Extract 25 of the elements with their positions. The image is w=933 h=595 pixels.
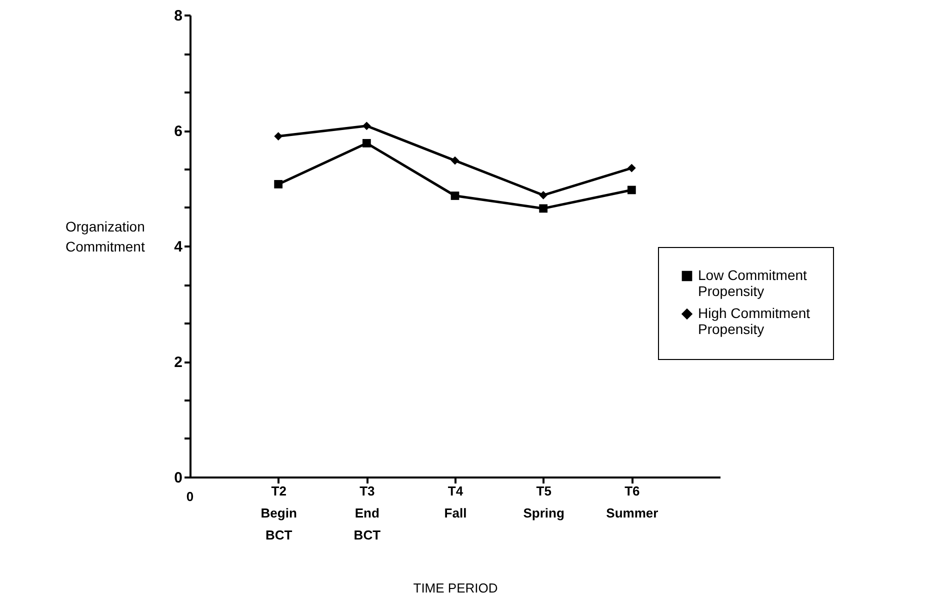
y-tick-label: 6 xyxy=(174,123,182,140)
point xyxy=(274,180,283,188)
text: 0 xyxy=(186,489,194,504)
x-tick-label: T6 Summer xyxy=(606,484,658,520)
point xyxy=(274,132,283,140)
point xyxy=(362,139,371,148)
point xyxy=(627,186,636,194)
x-tick-label: T3 End BCT xyxy=(354,484,381,542)
y-tick-label: 8 xyxy=(174,8,182,24)
point xyxy=(539,190,548,200)
x-tick-label: T2 Begin BCT xyxy=(260,484,297,542)
point xyxy=(627,164,636,172)
y-axis-title: Organization Commitment xyxy=(66,218,145,254)
y-tick-label: 0 xyxy=(174,470,182,486)
point xyxy=(362,122,371,130)
point xyxy=(450,192,460,200)
x-axis-title: TIME PERIOD xyxy=(413,580,498,595)
y-tick-label: 4 xyxy=(174,238,184,256)
point xyxy=(539,204,548,213)
legend-label: Low Commitment Propensity xyxy=(698,267,808,299)
x-tick-label: T4 Fall xyxy=(444,484,467,520)
y-tick-label: 2 xyxy=(174,354,182,371)
legend-label: High Commitment Propensity xyxy=(698,305,810,337)
x-tick-label: T5 Spring xyxy=(523,484,564,520)
point xyxy=(450,156,460,165)
